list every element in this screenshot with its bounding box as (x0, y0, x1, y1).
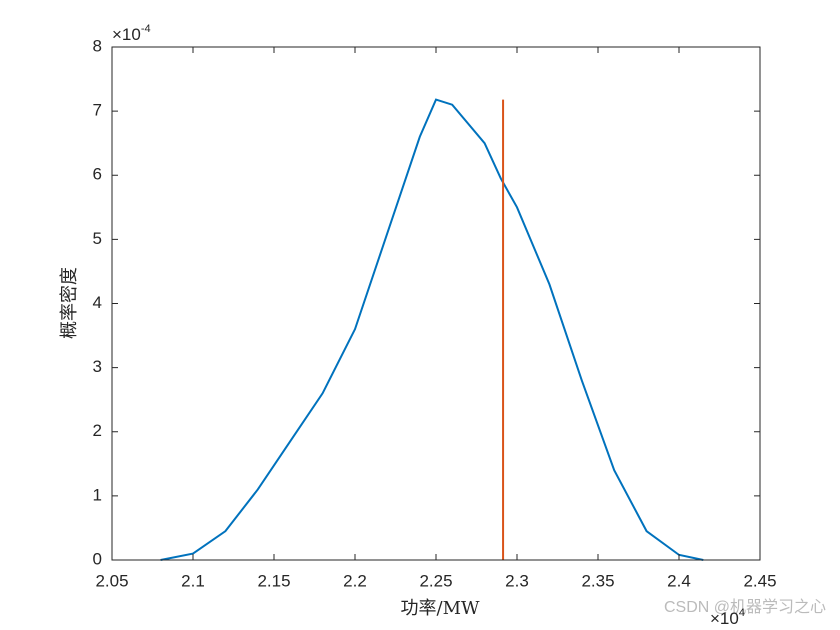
y-axis-label: 概率密度 (59, 267, 80, 339)
y-tick-label: 1 (93, 485, 102, 504)
y-exponent-power: -4 (141, 23, 151, 35)
data-line (160, 98, 704, 561)
y-tick-label: 4 (93, 293, 102, 312)
x-tick-label: 2.4 (667, 571, 691, 590)
x-tick-label: 2.1 (181, 571, 205, 590)
y-tick-label: 2 (93, 421, 102, 440)
x-tick-label: 2.15 (257, 571, 290, 590)
y-exponent-base: ×10 (112, 25, 141, 44)
x-tick-label: 2.2 (343, 571, 367, 590)
x-exponent-base: ×10 (710, 609, 739, 628)
x-exponent: ×104 (710, 607, 745, 629)
y-tick-label: 5 (93, 229, 102, 248)
x-tick-label: 2.35 (581, 571, 614, 590)
y-tick-label: 8 (93, 36, 102, 55)
y-tick-label: 0 (93, 549, 102, 568)
watermark: CSDN @机器学习之心 (664, 598, 826, 616)
y-tick-label: 6 (93, 165, 102, 184)
x-tick-label: 2.05 (95, 571, 128, 590)
y-exponent: ×10-4 (112, 23, 151, 45)
x-tick-label: 2.45 (743, 571, 776, 590)
y-tick-label: 7 (93, 101, 102, 120)
x-exponent-power: 4 (739, 607, 745, 619)
x-tick-label: 2.25 (419, 571, 452, 590)
x-tick-label: 2.3 (505, 571, 529, 590)
x-axis-label: 功率/MW (401, 598, 480, 619)
y-tick-label: 3 (93, 357, 102, 376)
